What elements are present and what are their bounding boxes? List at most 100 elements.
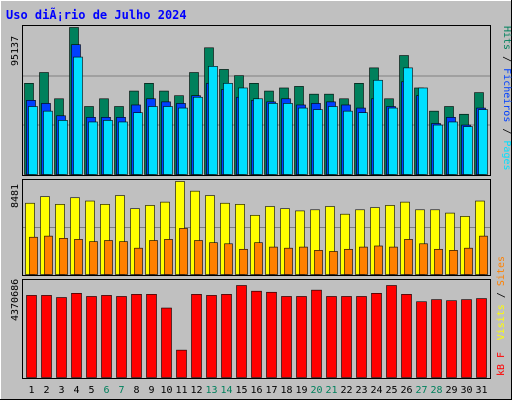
max-label-visits: 8481 [10, 184, 21, 208]
bar-sites [329, 251, 338, 275]
bar-pages [358, 112, 368, 175]
bar-pages [133, 112, 143, 175]
legend-sep-1: / [501, 50, 512, 68]
bar-pages [223, 83, 233, 175]
bar-pages [388, 107, 398, 175]
max-label-kbytes: 4370686 [10, 279, 21, 321]
bar-sites [29, 236, 38, 275]
day-label: 1 [28, 385, 34, 396]
bar-sites [89, 241, 98, 275]
bar-kbytes [311, 289, 322, 378]
bar-pages [418, 87, 428, 175]
bar-sites [389, 246, 398, 275]
legend-sep-3: / [496, 286, 507, 304]
legend-pages: Pages [501, 140, 512, 170]
day-label: 5 [88, 385, 94, 396]
day-label: 12 [190, 385, 202, 396]
bar-kbytes [116, 296, 127, 378]
bar-kbytes [176, 349, 187, 378]
bar-sites [359, 246, 368, 275]
bar-kbytes [341, 296, 352, 378]
day-label: 11 [175, 385, 187, 396]
bar-sites [374, 245, 383, 275]
bar-kbytes [221, 294, 232, 378]
bar-kbytes [26, 295, 37, 378]
bar-pages [328, 106, 338, 175]
bar-kbytes [371, 293, 382, 378]
day-label: 6 [103, 385, 109, 396]
day-label: 10 [160, 385, 172, 396]
legend-files: Ficheiros [501, 68, 512, 122]
legend-sites: Sites [496, 256, 507, 286]
day-label: 18 [280, 385, 292, 396]
bar-kbytes [431, 299, 442, 378]
bar-kbytes [296, 296, 307, 378]
day-label: 13 [205, 385, 217, 396]
legend-sep-2: / [501, 122, 512, 140]
bar-pages [343, 110, 353, 175]
bar-kbytes [251, 290, 262, 378]
bar-pages [43, 110, 53, 175]
bar-kbytes [446, 300, 457, 378]
day-label: 4 [73, 385, 79, 396]
bar-pages [208, 66, 218, 175]
bar-pages [373, 79, 383, 175]
bar-kbytes [461, 299, 472, 378]
bar-pages [58, 120, 68, 175]
legend-hits-files-pages: Hits / Ficheiros / Pages [501, 26, 512, 171]
bar-sites [74, 239, 83, 275]
day-label: 14 [220, 385, 232, 396]
bar-sites [269, 246, 278, 275]
legend-visits-sites: Visits / Sites [496, 256, 507, 340]
panel-hits [22, 25, 491, 176]
bar-kbytes [86, 296, 97, 378]
bar-pages [313, 109, 323, 175]
legend-hits: Hits [501, 26, 512, 50]
panel-visits [22, 179, 491, 276]
bar-kbytes [236, 285, 247, 378]
bar-sites [284, 247, 293, 275]
bar-pages [433, 124, 443, 175]
max-label-hits: 95137 [10, 36, 21, 66]
bar-pages [103, 120, 113, 175]
bar-sites [149, 240, 158, 275]
bar-kbytes [191, 294, 202, 378]
legend-kbytes: kB F [496, 352, 507, 376]
bar-pages [283, 103, 293, 175]
bar-kbytes [356, 296, 367, 378]
day-label: 20 [310, 385, 322, 396]
bar-pages [148, 106, 158, 175]
bar-sites [44, 235, 53, 275]
bar-sites [419, 243, 428, 275]
bar-kbytes [326, 296, 337, 378]
day-label: 16 [250, 385, 262, 396]
bar-pages [268, 103, 278, 175]
bar-sites [179, 228, 188, 275]
bar-sites [449, 250, 458, 275]
bar-pages [88, 121, 98, 175]
bar-pages [238, 87, 248, 175]
bar-sites [134, 247, 143, 275]
day-label: 21 [325, 385, 337, 396]
bar-pages [298, 107, 308, 175]
bar-pages [163, 106, 173, 175]
bar-pages [28, 106, 38, 175]
day-label: 17 [265, 385, 277, 396]
panel-kbytes [22, 279, 491, 379]
day-label: 23 [355, 385, 367, 396]
day-label: 30 [460, 385, 472, 396]
bar-sites [254, 242, 263, 275]
chart-title: Uso diÃ¡rio de Julho 2024 [6, 7, 187, 22]
day-label: 19 [295, 385, 307, 396]
bar-pages [478, 109, 488, 175]
bar-pages [73, 56, 83, 175]
day-label: 2 [43, 385, 49, 396]
day-label: 25 [385, 385, 397, 396]
day-label: 15 [235, 385, 247, 396]
bar-pages [463, 126, 473, 175]
bar-pages [178, 107, 188, 175]
day-label: 9 [148, 385, 154, 396]
bar-sites [164, 239, 173, 275]
day-label: 3 [58, 385, 64, 396]
